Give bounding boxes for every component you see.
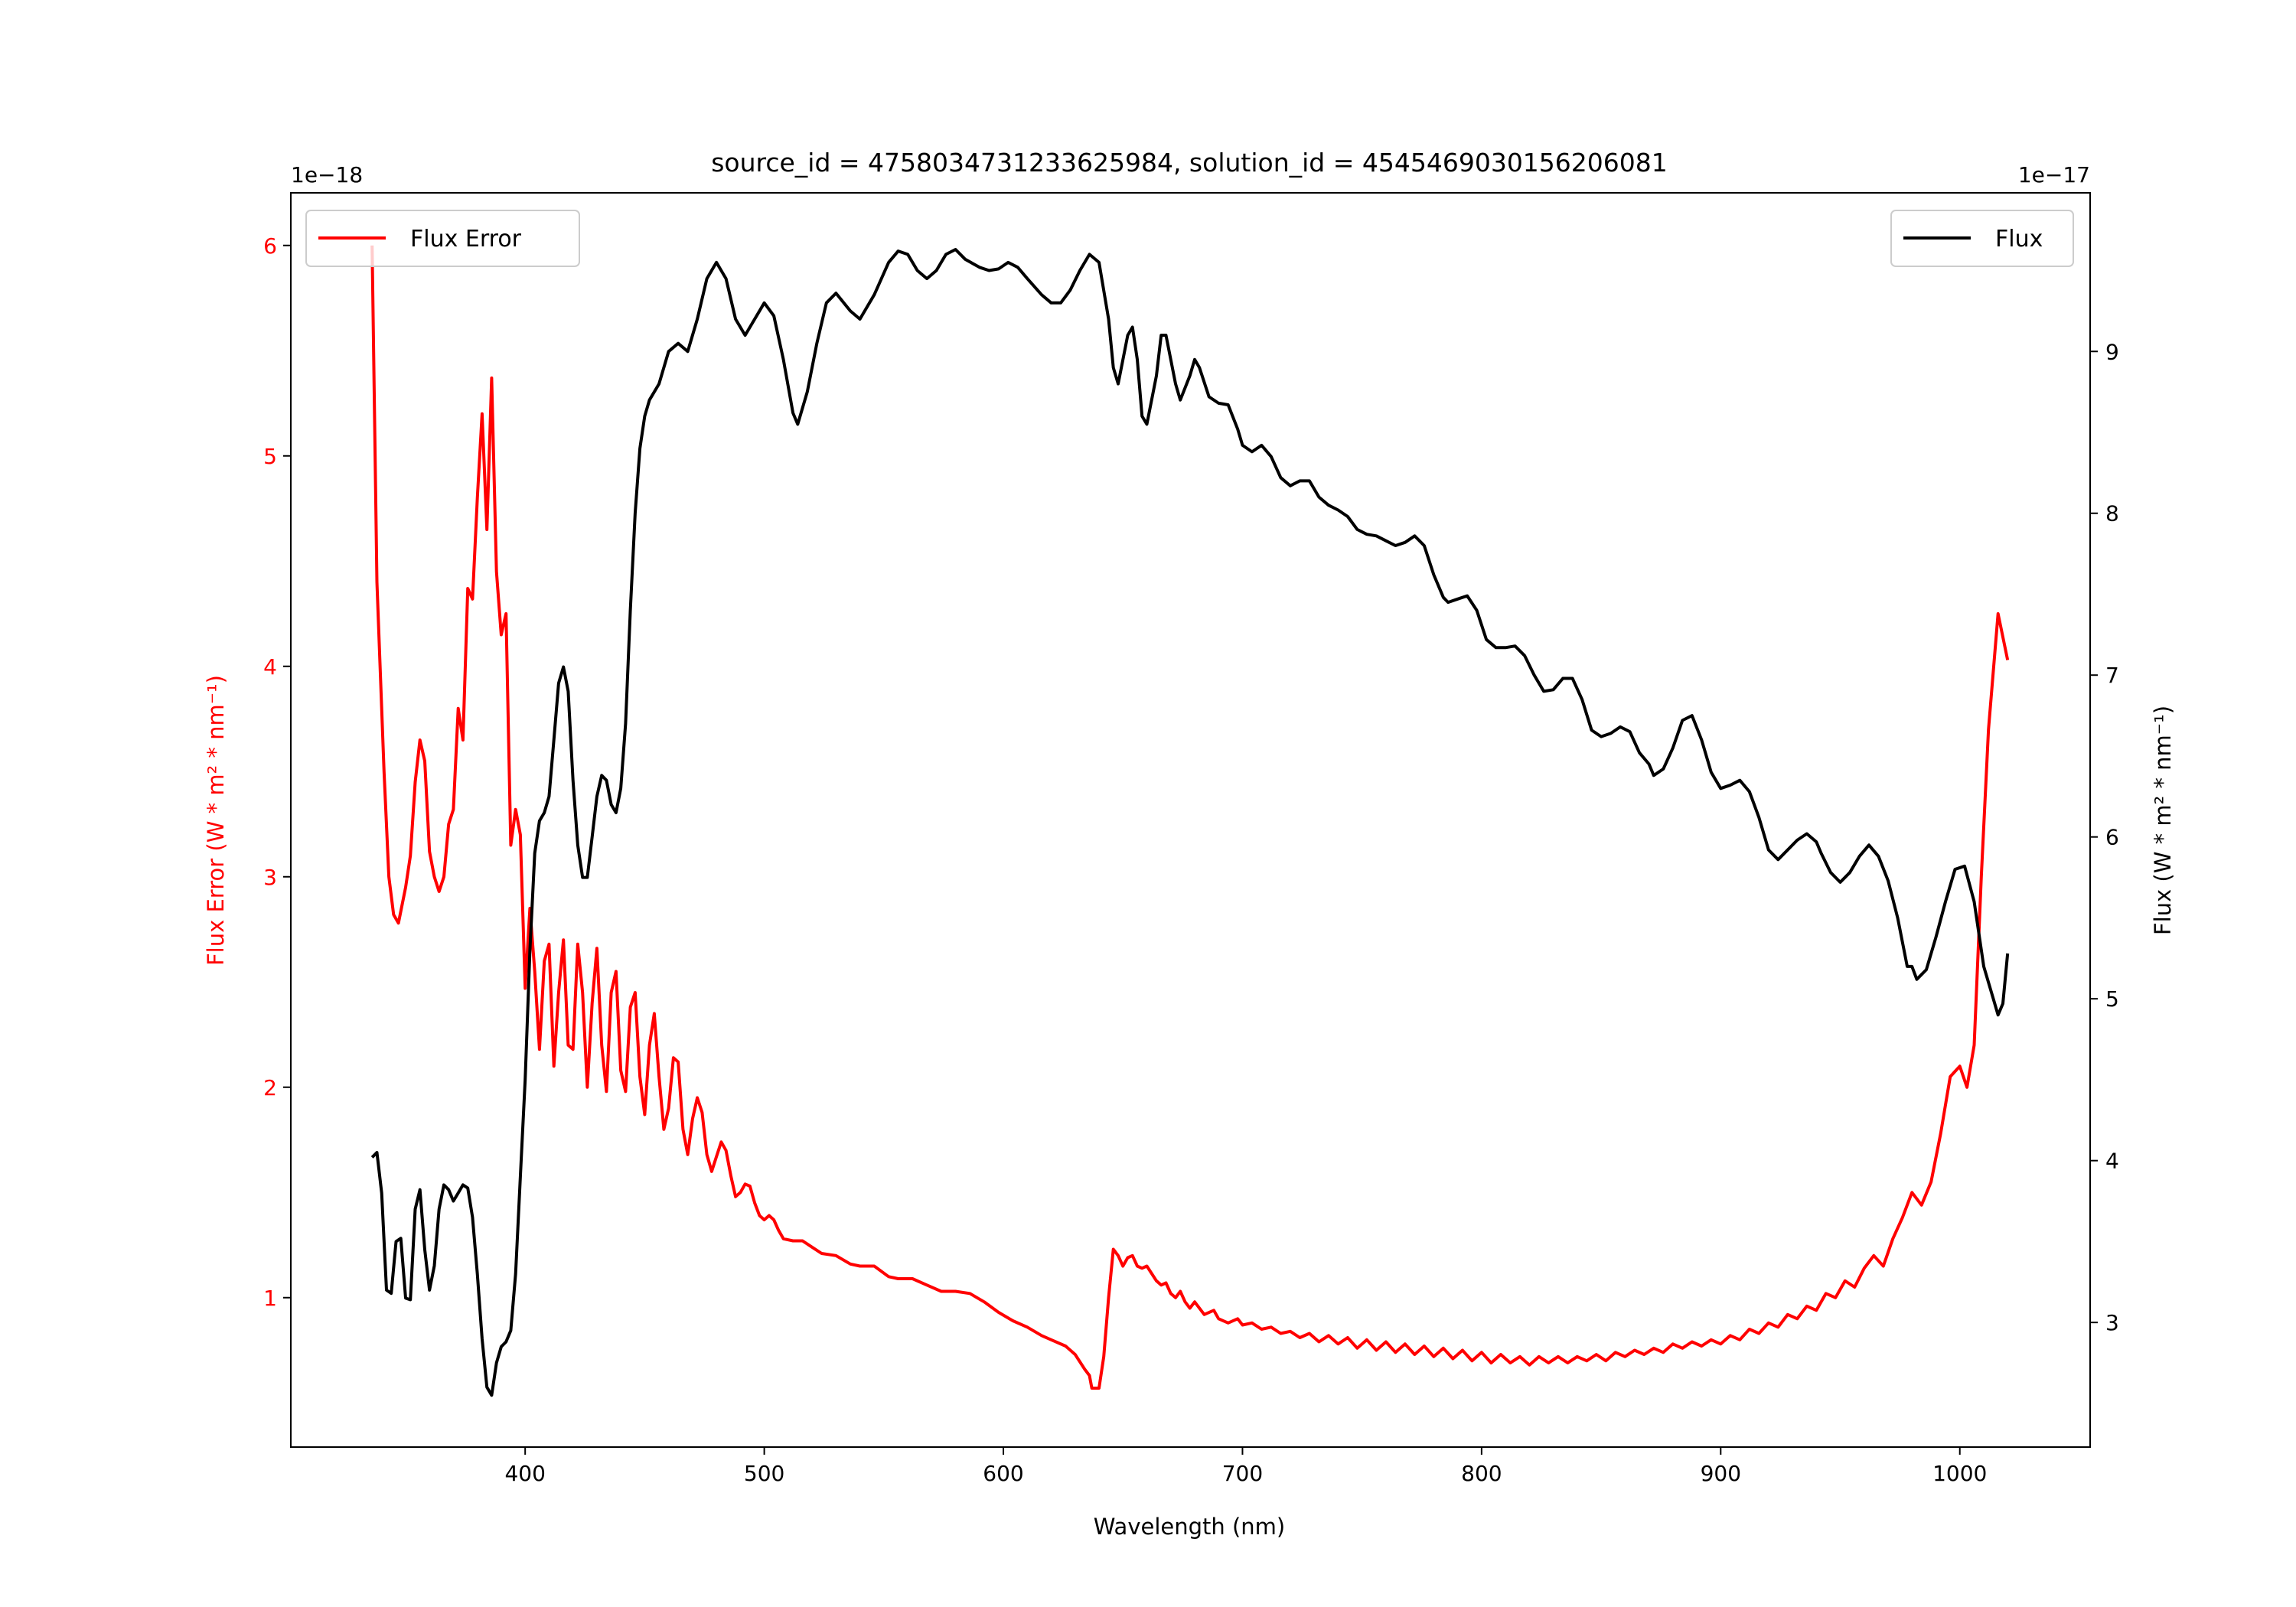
left-offset-text: 1e−18 [291,162,363,187]
chart-title: source_id = 4758034731233625984, solutio… [711,148,1668,178]
right-y-tick-label: 3 [2105,1310,2119,1335]
left-y-tick-label: 1 [263,1286,277,1311]
right-y-axis-label: Flux (W * m² * nm⁻¹) [2150,706,2176,935]
x-axis-label: Wavelength (nm) [1094,1514,1286,1540]
right-y-tick-label: 5 [2105,986,2119,1012]
left-y-tick-label: 5 [263,444,277,469]
x-tick-label: 400 [504,1461,545,1486]
ticks-layer: 400 500 600 700 800 900 1000 1 2 3 4 5 6 3 4 5 6 7 8 9 [263,233,2119,1486]
legend-flux-label: Flux [1995,226,2043,253]
plot-frame [290,192,2091,1448]
legend-flux-error: Flux Error [305,210,580,267]
right-y-tick-label: 7 [2105,663,2119,688]
left-y-tick-label: 6 [263,233,277,259]
left-y-axis-label: Flux Error (W * m² * nm⁻¹) [203,675,229,966]
x-tick-label: 1000 [1932,1461,1987,1486]
legend-flux: Flux [1890,210,2074,267]
legend-flux-error-label: Flux Error [410,226,522,253]
left-y-tick-label: 3 [263,865,277,890]
flux-error-line [370,245,2010,1390]
series-layer [370,245,2010,1397]
x-tick-label: 900 [1701,1461,1741,1486]
x-tick-label: 600 [983,1461,1023,1486]
right-y-tick-label: 4 [2105,1149,2119,1174]
right-y-tick-label: 6 [2105,825,2119,850]
x-tick-label: 800 [1461,1461,1502,1486]
flux-line [370,248,2010,1397]
left-y-tick-label: 4 [263,654,277,680]
right-y-tick-label: 8 [2105,501,2119,526]
right-offset-text: 1e−17 [2018,162,2090,187]
x-tick-label: 700 [1222,1461,1263,1486]
x-tick-label: 500 [744,1461,784,1486]
left-y-tick-label: 2 [263,1075,277,1100]
right-y-tick-label: 9 [2105,339,2119,364]
